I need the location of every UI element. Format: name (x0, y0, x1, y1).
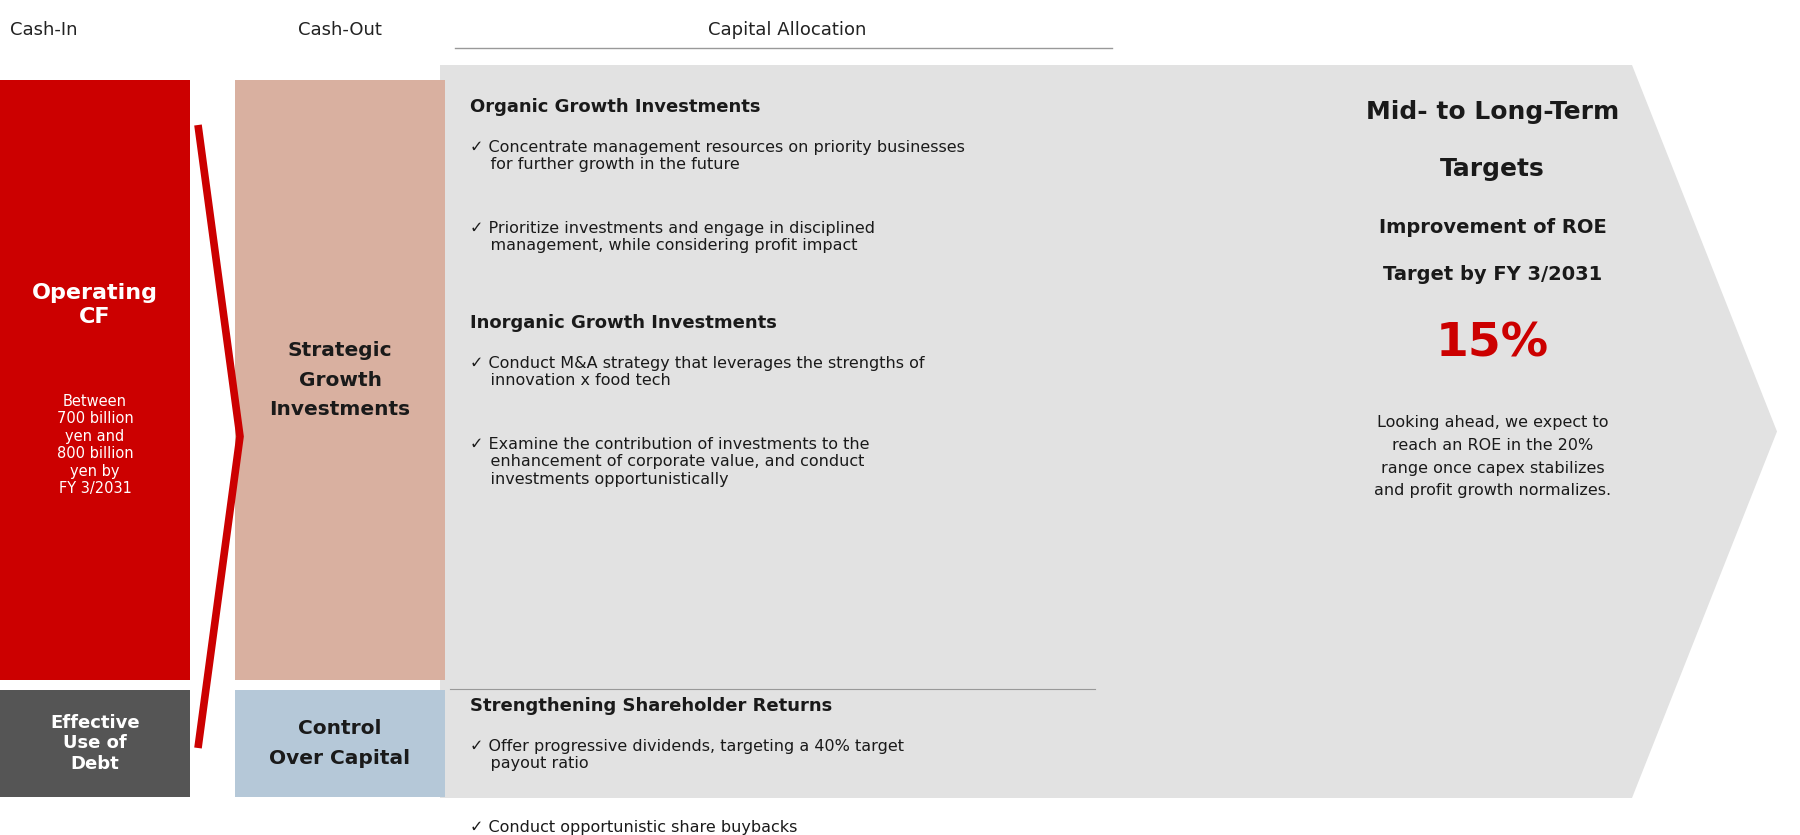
Text: Improvement of ROE: Improvement of ROE (1379, 218, 1606, 237)
FancyBboxPatch shape (236, 80, 445, 680)
Text: 15%: 15% (1436, 322, 1550, 367)
Text: Strengthening Shareholder Returns: Strengthening Shareholder Returns (470, 697, 832, 715)
Text: ✓ Examine the contribution of investments to the
    enhancement of corporate va: ✓ Examine the contribution of investment… (470, 437, 869, 487)
Text: Cash-In: Cash-In (11, 21, 77, 39)
Text: Targets: Targets (1440, 157, 1544, 181)
Text: ✓ Conduct opportunistic share buybacks: ✓ Conduct opportunistic share buybacks (470, 820, 797, 835)
Text: Inorganic Growth Investments: Inorganic Growth Investments (470, 314, 778, 332)
Text: Organic Growth Investments: Organic Growth Investments (470, 98, 760, 116)
FancyBboxPatch shape (236, 690, 445, 797)
Text: Operating
CF: Operating CF (32, 283, 158, 326)
Text: ✓ Conduct M&A strategy that leverages the strengths of
    innovation x food tec: ✓ Conduct M&A strategy that leverages th… (470, 356, 925, 388)
Text: ✓ Prioritize investments and engage in disciplined
    management, while conside: ✓ Prioritize investments and engage in d… (470, 221, 875, 253)
Text: Capital Allocation: Capital Allocation (707, 21, 866, 39)
FancyBboxPatch shape (0, 80, 191, 680)
Text: ✓ Concentrate management resources on priority businesses
    for further growth: ✓ Concentrate management resources on pr… (470, 140, 965, 172)
FancyBboxPatch shape (0, 690, 191, 797)
Text: Between
700 billion
yen and
800 billion
yen by
FY 3/2031: Between 700 billion yen and 800 billion … (56, 394, 133, 496)
Text: Cash-Out: Cash-Out (299, 21, 382, 39)
Text: Mid- to Long-Term: Mid- to Long-Term (1366, 100, 1620, 124)
Text: Looking ahead, we expect to
reach an ROE in the 20%
range once capex stabilizes
: Looking ahead, we expect to reach an ROE… (1373, 415, 1611, 498)
Text: ✓ Offer progressive dividends, targeting a 40% target
    payout ratio: ✓ Offer progressive dividends, targeting… (470, 739, 904, 772)
Text: Target by FY 3/2031: Target by FY 3/2031 (1382, 265, 1602, 284)
Polygon shape (439, 65, 1777, 798)
Text: Strategic
Growth
Investments: Strategic Growth Investments (270, 341, 410, 419)
Text: Control
Over Capital: Control Over Capital (270, 719, 410, 767)
Text: Effective
Use of
Debt: Effective Use of Debt (50, 714, 140, 773)
